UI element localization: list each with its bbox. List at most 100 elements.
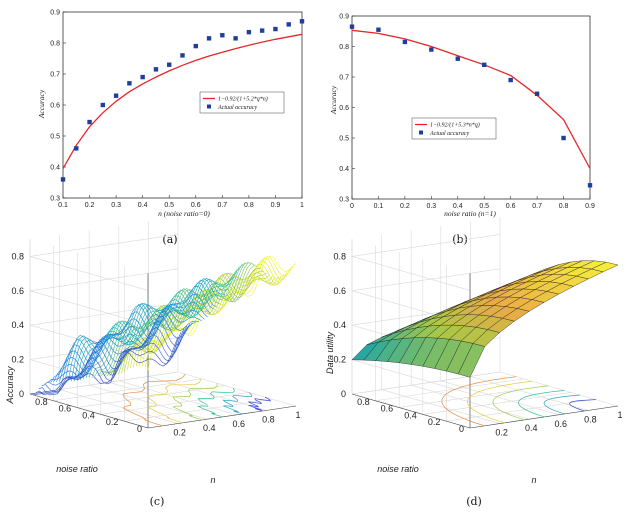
contour-line [467, 380, 533, 424]
x-tick-label: 0.8 [584, 414, 597, 424]
z-tick-label: 0.2 [333, 355, 346, 365]
legend-points-swatch [419, 130, 423, 135]
panel-d-xlabel: n [531, 475, 536, 485]
contour-line [569, 399, 596, 412]
y-tick-label: 0.5 [339, 136, 349, 143]
y-tick-label: 0.6 [381, 404, 394, 414]
surface-mesh-line [62, 293, 211, 381]
panel-d-zlabel: Data utility [325, 331, 335, 374]
z-tick-label: 0.8 [333, 251, 346, 261]
data-point [482, 62, 487, 67]
data-point [273, 26, 278, 32]
y-tick-label: 0.5 [50, 134, 60, 141]
panel-c-caption: (c) [150, 495, 165, 508]
z-tick-label: 0.4 [11, 320, 24, 330]
y-tick-label: 0 [459, 424, 464, 434]
x-tick-label: 0.3 [426, 203, 436, 210]
x-tick-label: 0.5 [164, 202, 174, 209]
x-tick-label: 0.2 [400, 203, 410, 210]
x-tick-label: 0.7 [532, 203, 542, 210]
data-point [376, 27, 381, 32]
contour-line [147, 378, 202, 424]
floor-gridline [100, 392, 249, 415]
contour-line [518, 390, 565, 418]
surface-mesh-line [133, 267, 282, 368]
y-tick-label: 0.9 [50, 10, 60, 17]
data-point [127, 81, 132, 86]
data-point [246, 29, 252, 35]
contour-line [248, 396, 272, 412]
data-point [140, 74, 145, 80]
data-point [455, 56, 460, 61]
y-tick-label: 0.8 [357, 397, 370, 407]
panel-a-xlabel: n (noise ratio=0) [158, 209, 210, 218]
contour-line [543, 394, 581, 415]
x-tick-label: 0.2 [495, 428, 508, 438]
data-point [429, 47, 434, 52]
data-point [206, 36, 212, 41]
z-tick-label: 0 [19, 389, 24, 399]
surface-mesh-line [32, 332, 182, 396]
surface-mesh-line [106, 263, 255, 377]
x-tick-label: 0.2 [85, 202, 95, 209]
y-tick-label: 0.4 [339, 166, 349, 173]
y-tick-label: 0.6 [59, 404, 72, 414]
x-tick-label: 0.6 [233, 419, 246, 429]
surface-mesh-line [147, 255, 297, 370]
legend-box [199, 91, 285, 114]
y-tick-label: 0.4 [404, 410, 417, 420]
y-tick-label: 0.3 [50, 196, 60, 203]
data-point [167, 62, 172, 67]
y-tick-label: 0.2 [106, 417, 119, 427]
z-tick-label: 0 [341, 389, 346, 399]
data-point [180, 53, 185, 58]
x-tick-label: 0 [350, 203, 354, 210]
floor-gridline [422, 392, 571, 415]
legend-points-swatch [207, 104, 211, 109]
back-wall-gridline [351, 234, 501, 257]
panel-b-caption: (b) [452, 233, 468, 246]
surface-mesh-line [44, 320, 193, 386]
x-tick-label: 0.8 [244, 202, 254, 209]
data-point [587, 183, 593, 188]
surface-mesh-line [91, 268, 241, 377]
data-point [561, 135, 566, 141]
y-tick-label: 0 [137, 424, 142, 434]
panel-b-ylabel: Accuracy [329, 85, 338, 115]
data-point [534, 91, 540, 96]
x-tick-label: 0.4 [453, 203, 463, 210]
x-tick-label: 0.5 [479, 203, 489, 210]
data-point [259, 28, 265, 33]
data-point [508, 77, 513, 83]
surface-mesh-line [50, 311, 199, 383]
surface-mesh-line [68, 282, 217, 381]
y-tick-label: 0.4 [82, 410, 95, 420]
legend-points-label: Actual accuracy [217, 105, 257, 111]
x-tick-label: 0.8 [559, 203, 569, 210]
surface-facet [590, 261, 619, 273]
floor-gridline [124, 398, 273, 422]
surface-mesh-line [53, 307, 202, 383]
data-point [402, 39, 408, 45]
floor-gridline [148, 376, 267, 411]
z-tick-label: 0.8 [11, 251, 24, 261]
x-tick-label: 0.6 [191, 202, 201, 209]
panel-c-ylabel: noise ratio [56, 464, 98, 474]
x-tick-label: 1 [617, 410, 622, 420]
back-wall-gridline [29, 268, 179, 292]
surface-mesh-line [29, 336, 179, 395]
z-tick-label: 0.6 [333, 286, 346, 296]
x-tick-label: 1 [295, 410, 300, 420]
z-tick-label: 0.6 [11, 286, 24, 296]
y-tick-label: 0.8 [339, 44, 349, 51]
panel-b-xlabel: noise ratio (n=1) [444, 209, 496, 218]
x-tick-label: 0.6 [555, 419, 568, 429]
data-point [100, 102, 106, 108]
y-tick-label: 0.6 [339, 105, 349, 112]
surface-mesh-line [94, 265, 244, 377]
data-point [87, 119, 92, 125]
floor-gridline [118, 380, 237, 416]
floor-gridline [375, 378, 524, 402]
legend-points-label: Actual accuracy [429, 131, 469, 137]
y-tick-label: 0.7 [50, 72, 60, 79]
